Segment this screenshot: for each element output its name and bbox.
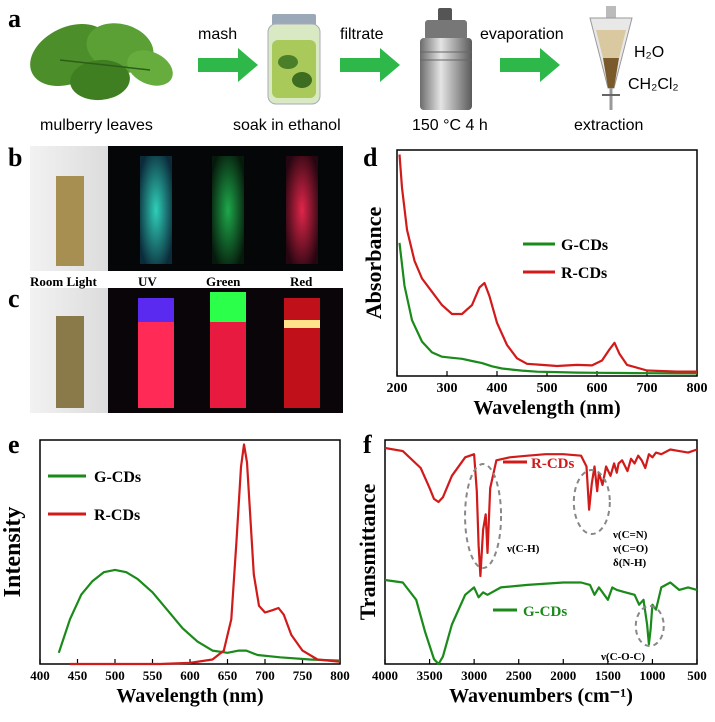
- x-axis-label: Wavenumbers (cm⁻¹): [449, 685, 633, 707]
- annotation-ellipse: [464, 463, 503, 569]
- x-tick-label: 650: [218, 668, 238, 683]
- legend-label-g-cds: G-CDs: [94, 469, 141, 486]
- x-tick-label: 4000: [372, 668, 398, 683]
- autoclave-image: [420, 8, 472, 110]
- annotation-nh: δ(N-H): [613, 557, 647, 569]
- panel-label-e: e: [8, 430, 20, 459]
- x-tick-label: 800: [330, 668, 350, 683]
- panel-label-c: c: [8, 284, 20, 313]
- step-label-temperature: 150 °C 4 h: [412, 117, 488, 134]
- x-tick-label: 600: [180, 668, 200, 683]
- arrow-evaporation-icon: [500, 48, 560, 82]
- x-axis-label: Wavelength (nm): [473, 397, 620, 419]
- step-label-extraction: extraction: [574, 117, 644, 134]
- x-tick-label: 700: [255, 668, 275, 683]
- cuvette-photos: [30, 146, 343, 413]
- cuvette-green-b: [212, 156, 244, 264]
- x-tick-label: 2500: [506, 668, 532, 683]
- series-line-r-cds: [398, 154, 697, 373]
- series-line-g-cds: [398, 242, 697, 375]
- panel-label-d: d: [363, 143, 378, 172]
- photo-label-red: Red: [290, 274, 313, 289]
- arrow-filtrate-icon: [340, 48, 400, 82]
- cuvette-roomlight-b: [56, 176, 84, 266]
- annotation-cn: ν(C=N): [612, 529, 648, 541]
- legend-label-r-cds: R-CDs: [561, 265, 607, 282]
- jar-image: [267, 14, 321, 105]
- x-tick-label: 500: [687, 668, 707, 683]
- arrow-mash-icon: [198, 48, 258, 82]
- x-tick-label: 600: [587, 381, 608, 396]
- x-tick-label: 400: [487, 381, 508, 396]
- separatory-funnel-image: [589, 6, 633, 110]
- y-axis-label: Transmittance: [355, 484, 380, 621]
- step-label-soak: soak in ethanol: [233, 117, 341, 134]
- x-tick-label: 500: [105, 668, 125, 683]
- y-axis-label: Absorbance: [361, 207, 386, 320]
- x-tick-label: 1000: [639, 668, 665, 683]
- x-tick-label: 2000: [550, 668, 576, 683]
- arrow-label-mash: mash: [198, 26, 238, 43]
- legend-label-r-cds: R-CDs: [531, 456, 574, 472]
- chart-e-intensity: 400 450 500 550 600 650 700 750 800 Wavelength (n…: [0, 439, 350, 707]
- scheme-graphics: [30, 6, 633, 110]
- chart-f-transmittance: 4000 3500 3000 2500 2000 1500 1000 500 Wavenumbe…: [355, 439, 707, 707]
- photo-label-room-light: Room Light: [30, 274, 97, 289]
- annotation-co: ν(C=O): [612, 543, 648, 555]
- x-tick-label: 3000: [461, 668, 487, 683]
- y-axis-label: Intensity: [0, 507, 26, 598]
- x-tick-label: 550: [143, 668, 163, 683]
- mulberry-leaves-image: [30, 23, 173, 101]
- x-tick-label: 3500: [417, 668, 443, 683]
- x-tick-label: 400: [30, 668, 50, 683]
- funnel-top-label: H₂O: [634, 44, 665, 61]
- x-axis-label: Wavelength (nm): [116, 685, 263, 707]
- legend-label-g-cds: G-CDs: [523, 604, 567, 620]
- annotation-coc: ν(C-O-C): [600, 651, 645, 663]
- series-line-g-cds: [384, 578, 698, 666]
- panel-label-a: a: [8, 4, 21, 33]
- chart-d-absorbance: 200 300 400 500 600 700 800 Wavelength (nm) Abso…: [361, 149, 708, 419]
- panel-label-b: b: [8, 143, 23, 172]
- cuvette-roomlight-c: [56, 316, 84, 408]
- cuvette-red-c: [284, 298, 320, 408]
- x-tick-label: 800: [687, 381, 708, 396]
- x-tick-label: 750: [293, 668, 313, 683]
- plot-frame: [396, 149, 698, 377]
- step-label-leaves: mulberry leaves: [40, 117, 153, 134]
- x-tick-label: 500: [537, 381, 558, 396]
- plot-frame: [384, 439, 698, 665]
- series-line-g-cds: [57, 568, 341, 662]
- x-tick-label: 300: [437, 381, 458, 396]
- annotation-ch: ν(C-H): [506, 543, 540, 555]
- cuvette-uv-b: [140, 156, 172, 264]
- x-tick-label: 200: [387, 381, 408, 396]
- series-line-r-cds: [384, 446, 698, 578]
- photo-label-uv: UV: [138, 274, 157, 289]
- plot-frame: [39, 439, 341, 665]
- funnel-bottom-label: CH₂Cl₂: [628, 76, 679, 93]
- panel-label-f: f: [363, 430, 372, 459]
- arrow-label-evaporation: evaporation: [480, 26, 564, 43]
- arrow-label-filtrate: filtrate: [340, 26, 384, 43]
- cuvette-red-b: [286, 156, 318, 264]
- x-tick-label: 1500: [595, 668, 621, 683]
- x-tick-label: 450: [68, 668, 88, 683]
- legend-label-g-cds: G-CDs: [561, 237, 608, 254]
- x-tick-label: 700: [637, 381, 658, 396]
- annotation-ellipse: [634, 605, 665, 647]
- legend-label-r-cds: R-CDs: [94, 507, 140, 524]
- series-line-r-cds: [70, 443, 341, 666]
- photo-label-green: Green: [206, 274, 241, 289]
